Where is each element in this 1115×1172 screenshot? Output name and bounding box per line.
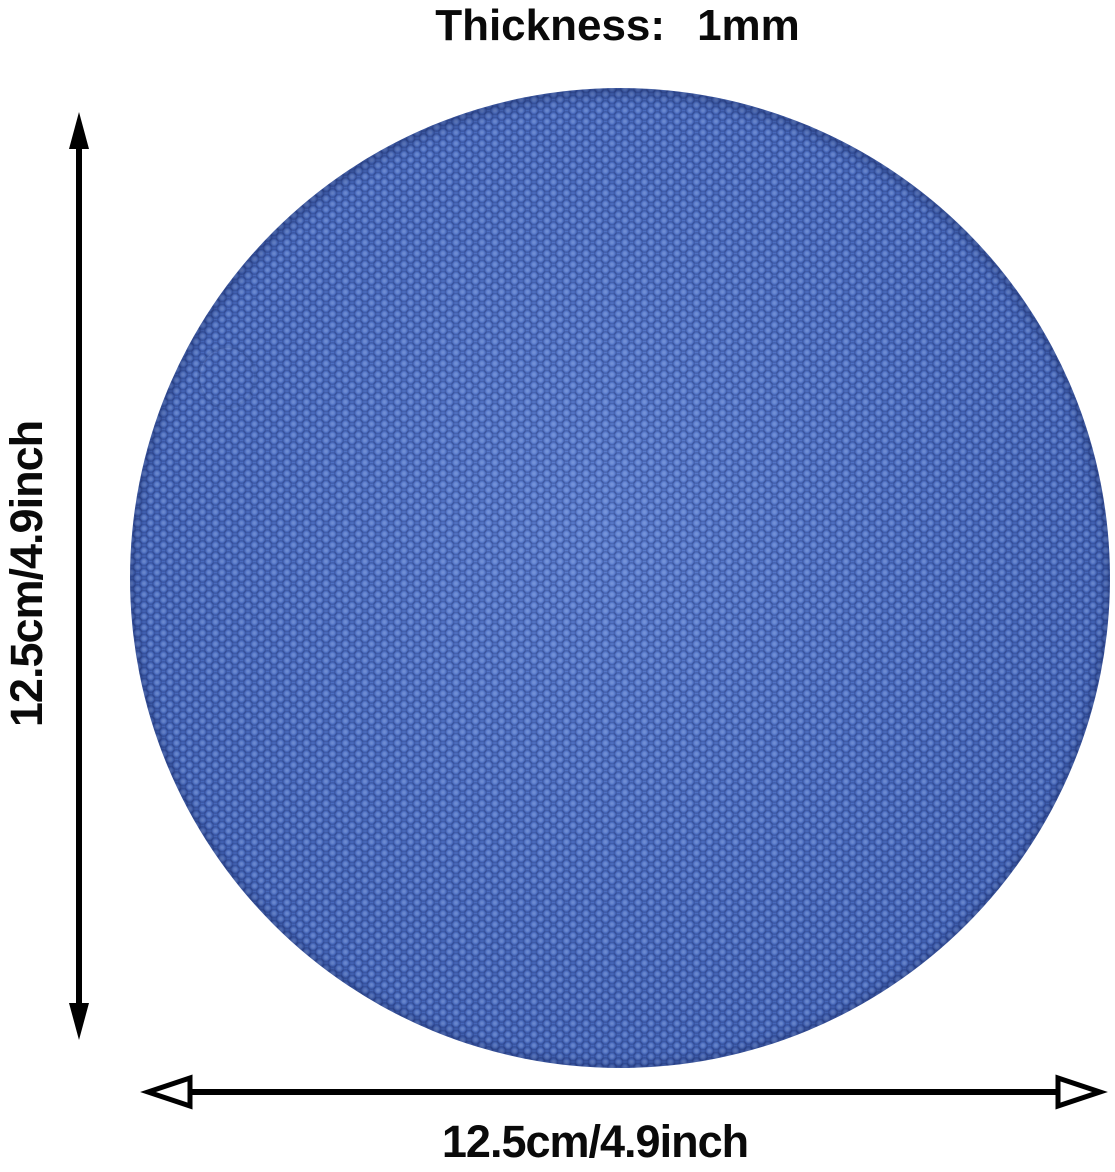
mat-dimple-mark [197, 345, 257, 409]
thickness-label: Thickness: 1mm [435, 1, 800, 50]
left-right-arrow-icon [140, 1074, 1108, 1110]
up-down-arrow-icon [69, 112, 89, 1040]
width-dimension-label: 12.5cm/4.9inch [441, 1116, 749, 1167]
height-dimension-label: 12.5cm/4.9inch [1, 420, 52, 728]
product-mat [130, 88, 1110, 1068]
